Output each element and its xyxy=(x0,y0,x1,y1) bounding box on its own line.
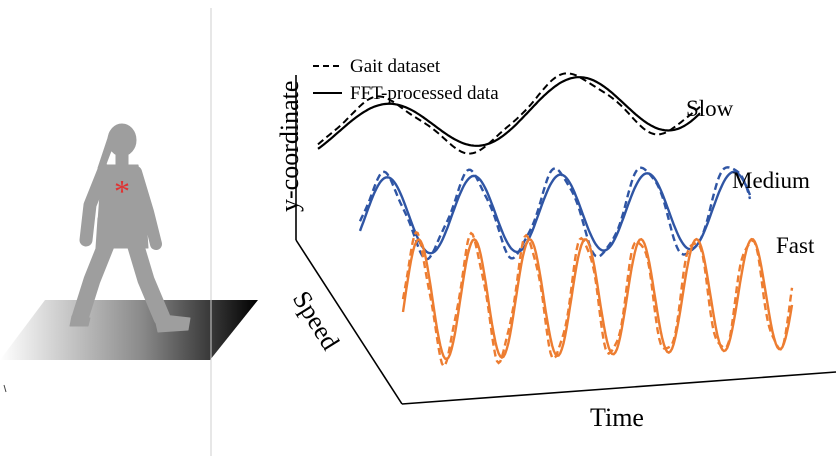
series-slow xyxy=(317,72,701,155)
legend: Gait dataset FFT-processed data xyxy=(313,56,499,104)
floor-plate xyxy=(0,300,258,360)
medium-fft-line xyxy=(358,170,752,255)
slow-dataset-line xyxy=(317,72,701,155)
medium-dataset-line xyxy=(358,166,752,261)
series-label-slow: Slow xyxy=(686,96,734,121)
walking-person-illustration: * xyxy=(0,123,258,360)
speed-axis xyxy=(295,239,403,405)
series-label-medium: Medium xyxy=(732,168,810,193)
y-axis-label: y-coordinate xyxy=(275,81,304,212)
axes xyxy=(295,75,837,405)
series-label-fast: Fast xyxy=(776,233,815,258)
edge-tick xyxy=(3,384,7,393)
fast-fft-line xyxy=(401,237,794,361)
slow-fft-line xyxy=(317,76,701,150)
time-axis-label: Time xyxy=(590,403,644,432)
speed-axis-label: Speed xyxy=(287,286,345,355)
person-silhouette xyxy=(69,123,191,333)
series-fast xyxy=(401,230,794,368)
legend-label-dataset: Gait dataset xyxy=(350,56,441,77)
legend-label-fft: FFT-processed data xyxy=(350,83,499,104)
time-axis xyxy=(401,371,837,405)
marker-symbol: * xyxy=(114,173,130,209)
